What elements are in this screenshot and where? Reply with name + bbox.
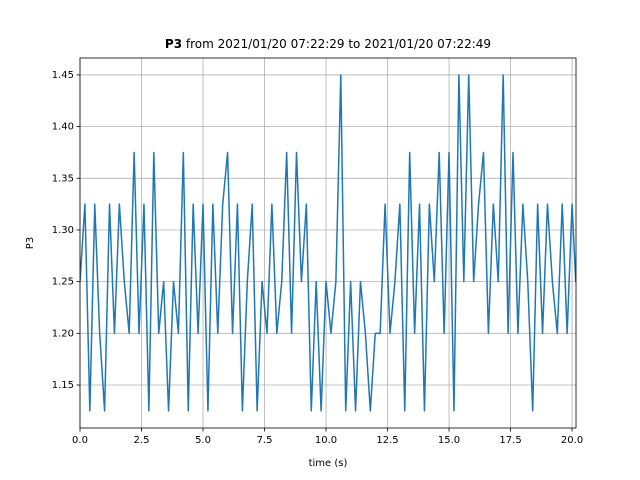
x-tick-label: 17.5 — [499, 435, 521, 446]
y-tick-label: 1.20 — [52, 328, 74, 339]
y-tick-label: 1.30 — [52, 225, 74, 236]
x-axis-label: time (s) — [309, 458, 348, 469]
chart-title: P3 from 2021/01/20 07:22:29 to 2021/01/2… — [165, 37, 491, 51]
x-tick-label: 20.0 — [561, 435, 583, 446]
y-axis-label: P3 — [25, 237, 36, 249]
y-tick-label: 1.35 — [52, 173, 74, 184]
y-tick-label: 1.25 — [52, 277, 74, 288]
data-line — [80, 74, 576, 412]
y-tick-label: 1.15 — [52, 380, 74, 391]
x-tick-label: 15.0 — [438, 435, 460, 446]
x-tick-label: 7.5 — [257, 435, 273, 446]
x-tick-label: 12.5 — [376, 435, 398, 446]
x-tick-label: 0.0 — [72, 435, 88, 446]
x-tick-label: 2.5 — [134, 435, 150, 446]
x-tick-label: 5.0 — [195, 435, 211, 446]
y-tick-label: 1.40 — [52, 122, 74, 133]
x-tick-label: 10.0 — [315, 435, 337, 446]
plot-frame — [79, 57, 577, 429]
title-text: from 2021/01/20 07:22:29 to 2021/01/20 0… — [186, 37, 491, 51]
title-name: P3 — [165, 37, 182, 51]
y-tick-label: 1.45 — [52, 70, 74, 81]
